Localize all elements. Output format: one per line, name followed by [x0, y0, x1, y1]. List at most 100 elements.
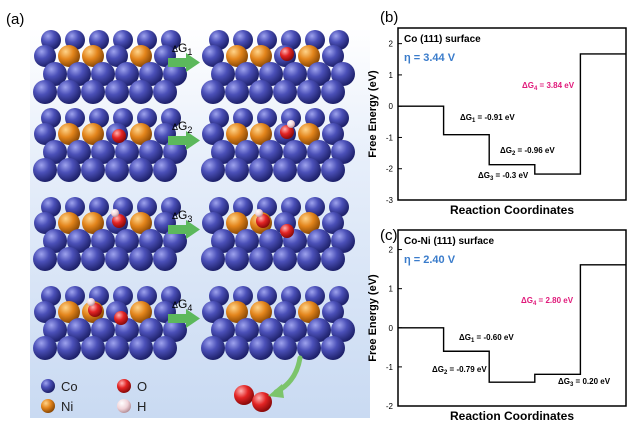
co-atom [33, 80, 57, 104]
co-atom [34, 301, 56, 323]
co-atom [274, 301, 296, 323]
co-atom [331, 62, 355, 86]
co-atom [283, 318, 307, 342]
co-atom [307, 62, 331, 86]
ni-atom [82, 123, 104, 145]
step-arrows: ΔG1 ΔG2 ΔG3 ΔG4 [168, 41, 200, 328]
co-atom [321, 80, 345, 104]
ni-atom [250, 45, 272, 67]
co-atom [249, 158, 273, 182]
co-atom [233, 30, 253, 50]
co-atom [115, 62, 139, 86]
co-atom [233, 108, 253, 128]
co-atom [273, 336, 297, 360]
co-atom [209, 286, 229, 306]
co-atom [91, 140, 115, 164]
co-atom [321, 336, 345, 360]
co-atom [153, 80, 177, 104]
co-atom [161, 286, 181, 306]
co-atom [201, 80, 225, 104]
co-atom [161, 197, 181, 217]
co-atom [91, 318, 115, 342]
co-atom [34, 123, 56, 145]
co-atom [329, 108, 349, 128]
step-label-3: ΔG3 [172, 208, 192, 224]
co-atom [113, 108, 133, 128]
ni-atom [58, 123, 80, 145]
co-atom [67, 62, 91, 86]
co-atom [113, 30, 133, 50]
slab-final-3 [201, 197, 355, 271]
co-atom [331, 140, 355, 164]
co-atom [33, 336, 57, 360]
step-energy-label-2: ΔG2 = -0.96 eV [500, 146, 555, 157]
co-atom [106, 45, 128, 67]
co-atom [257, 30, 277, 50]
co-atom [57, 247, 81, 271]
ni-atom [130, 123, 152, 145]
o-adsorbate [280, 224, 294, 238]
co-atom [65, 108, 85, 128]
co-atom [105, 336, 129, 360]
co-atom [33, 247, 57, 271]
co-atom [129, 158, 153, 182]
h-adsorbate [287, 120, 295, 128]
arrow-head [186, 220, 200, 239]
co-atom [281, 30, 301, 50]
co-atom [211, 229, 235, 253]
co-atom [202, 212, 224, 234]
co-atom [153, 247, 177, 271]
co-atom [225, 336, 249, 360]
co-atom [331, 229, 355, 253]
y-tick-label: -1 [386, 363, 394, 372]
x-axis-label: Reaction Coordinates [450, 203, 574, 217]
o2-molecule-atom [234, 385, 254, 405]
co-atom [81, 247, 105, 271]
arrow-shaft [168, 225, 186, 234]
co-atom [201, 336, 225, 360]
ni-atom [250, 301, 272, 323]
co-atom [139, 318, 163, 342]
co-atom [153, 158, 177, 182]
co-atom [297, 158, 321, 182]
ni-atom [298, 301, 320, 323]
co-atom [249, 336, 273, 360]
co-atom [89, 108, 109, 128]
slab-initial-2 [33, 108, 187, 182]
step-energy-label-3: ΔG3 = -0.3 eV [478, 171, 529, 182]
co-atom [283, 140, 307, 164]
o-adsorbate [112, 129, 126, 143]
ni-atom [250, 123, 272, 145]
co-atom [307, 318, 331, 342]
chart-b: (b) 2 1 0 -1 -2 -3 Free Energy (eV) Reaction Coo… [367, 9, 627, 217]
co-atom [33, 158, 57, 182]
co-atom [161, 108, 181, 128]
co-atom [307, 229, 331, 253]
co-atom [209, 30, 229, 50]
slab-models [33, 30, 355, 412]
y-tick-label: -2 [386, 402, 394, 411]
co-atom [257, 108, 277, 128]
o-adsorbate [256, 214, 270, 228]
co-atom [305, 286, 325, 306]
plot-frame [397, 27, 627, 201]
co-atom [163, 62, 187, 86]
arrow-shaft [168, 314, 186, 323]
co-atom [139, 62, 163, 86]
panel-label: (b) [380, 9, 398, 26]
co-atom [211, 140, 235, 164]
h-adsorbate [255, 209, 263, 217]
ni-atom [82, 212, 104, 234]
y-tick-label: 2 [389, 40, 394, 49]
co-atom [305, 108, 325, 128]
ni-atom [130, 45, 152, 67]
co-atom [163, 140, 187, 164]
co-atom [305, 30, 325, 50]
co-atom [43, 318, 67, 342]
co-atom [67, 140, 91, 164]
co-atom [43, 62, 67, 86]
energy-profile-line [398, 53, 626, 175]
co-atom [225, 247, 249, 271]
h-adsorbate [87, 298, 95, 306]
step-label-2: ΔG2 [172, 119, 192, 135]
